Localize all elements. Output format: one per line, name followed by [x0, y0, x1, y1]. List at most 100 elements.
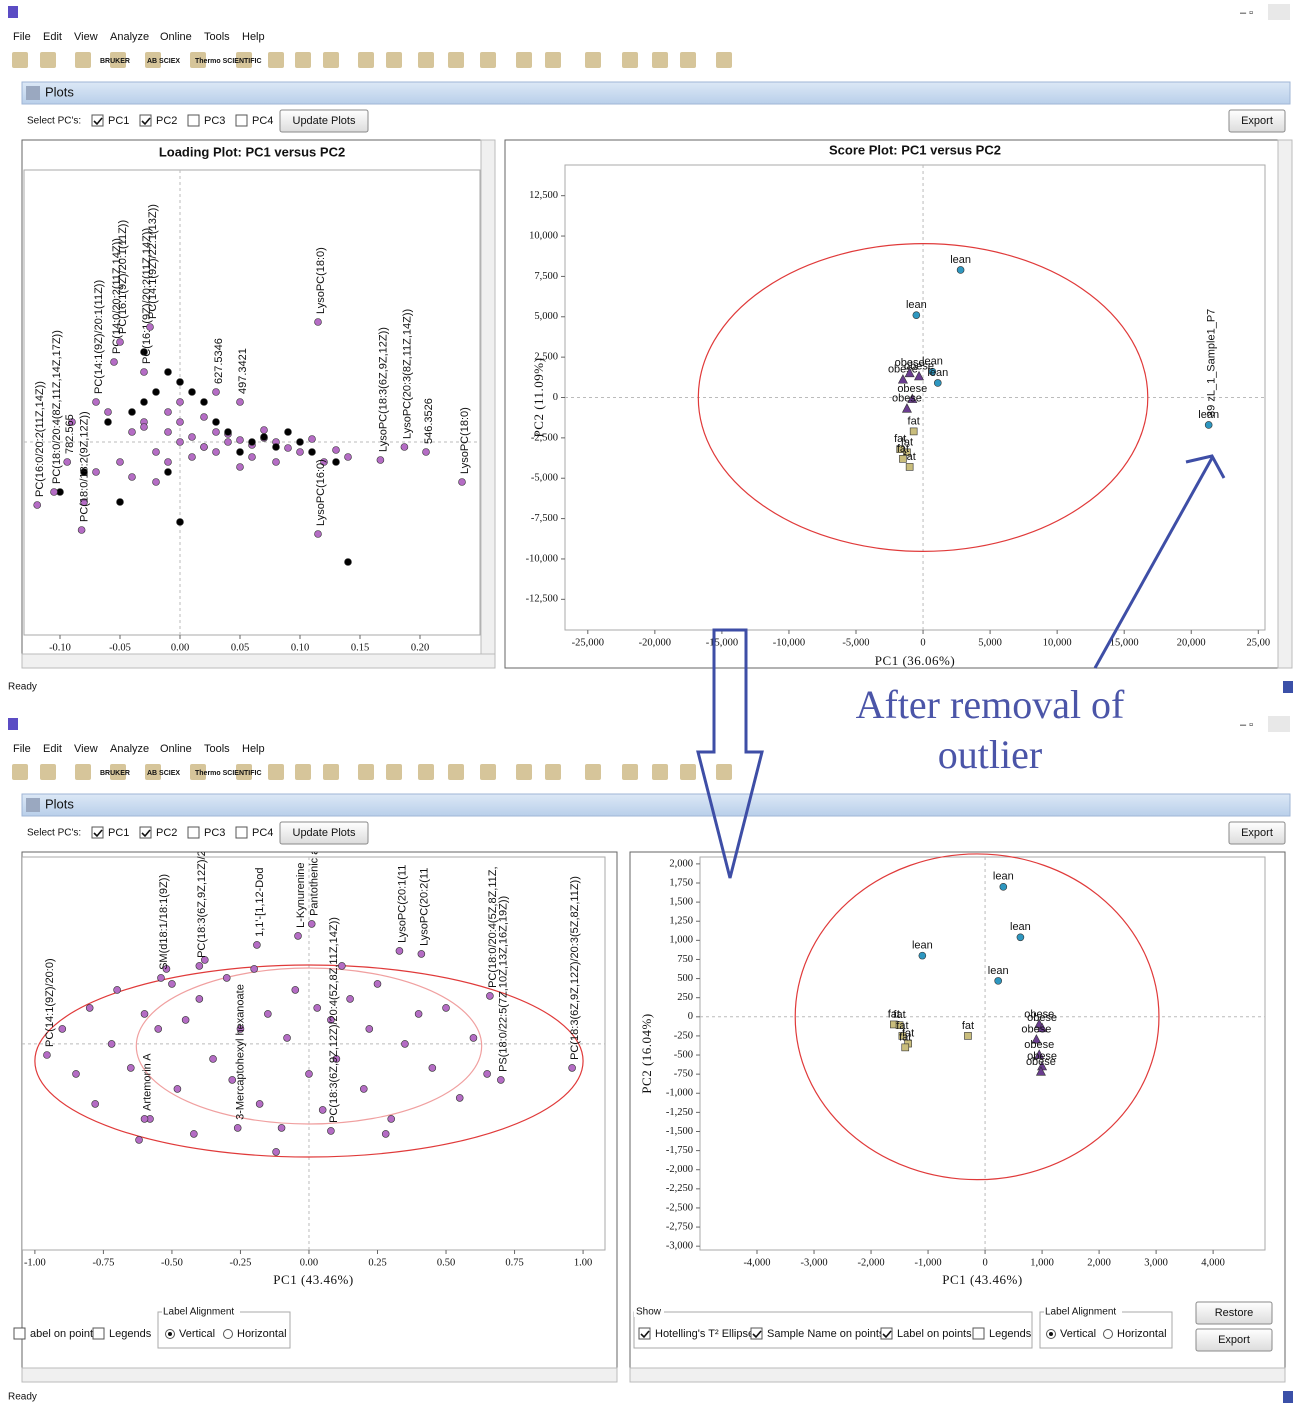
button[interactable]: Update Plots: [279, 109, 369, 133]
menu-item[interactable]: Help: [242, 31, 265, 43]
checkbox-box[interactable]: [91, 114, 104, 127]
checkbox-box[interactable]: [187, 826, 200, 839]
button-label[interactable]: Update Plots: [293, 115, 356, 127]
toolbar-icon[interactable]: [236, 764, 252, 780]
checkbox-box[interactable]: [235, 114, 248, 127]
toolbar-icon[interactable]: [295, 764, 311, 780]
close-button[interactable]: [1268, 4, 1290, 20]
button-face[interactable]: [1228, 821, 1286, 845]
toolbar-icon[interactable]: [40, 764, 56, 780]
toolbar-icon[interactable]: [110, 52, 126, 68]
checkbox-label[interactable]: Legends: [989, 1328, 1032, 1340]
toolbar-icon[interactable]: [418, 764, 434, 780]
toolbar-icon[interactable]: [545, 52, 561, 68]
scrollbar[interactable]: [480, 139, 496, 669]
checkbox-box[interactable]: [235, 826, 248, 839]
checkbox-box[interactable]: [91, 826, 104, 839]
menu-item[interactable]: View: [74, 743, 98, 755]
toolbar-icon[interactable]: [680, 764, 696, 780]
toolbar-icon[interactable]: [145, 52, 161, 68]
menu-item[interactable]: File: [13, 743, 31, 755]
toolbar-icon[interactable]: [323, 764, 339, 780]
checkbox[interactable]: PC4: [235, 114, 273, 127]
close-button[interactable]: [1268, 716, 1290, 732]
toolbar-icon[interactable]: [585, 764, 601, 780]
radio-label[interactable]: Horizontal: [1117, 1328, 1167, 1340]
checkbox-label[interactable]: abel on points: [30, 1328, 99, 1340]
toolbar-icon[interactable]: [40, 52, 56, 68]
toolbar-icon[interactable]: [358, 52, 374, 68]
checkbox[interactable]: PC3: [187, 114, 225, 127]
menu-item[interactable]: Tools: [204, 31, 230, 43]
checkbox-box[interactable]: [187, 114, 200, 127]
checkbox[interactable]: Legends: [92, 1327, 152, 1340]
toolbar-icon[interactable]: [75, 764, 91, 780]
toolbar-icon[interactable]: [110, 764, 126, 780]
toolbar-icon[interactable]: [268, 52, 284, 68]
toolbar-icon[interactable]: [145, 764, 161, 780]
menu-item[interactable]: Help: [242, 743, 265, 755]
toolbar-icon[interactable]: [358, 764, 374, 780]
button[interactable]: Export: [1228, 109, 1286, 133]
checkbox[interactable]: Hotelling's T² Ellipse: [638, 1327, 754, 1340]
checkbox-box[interactable]: [638, 1327, 651, 1340]
button-face[interactable]: [1228, 109, 1286, 133]
button-face[interactable]: [279, 821, 369, 845]
checkbox-label[interactable]: Hotelling's T² Ellipse: [655, 1328, 754, 1340]
checkbox-label[interactable]: PC3: [204, 827, 225, 839]
checkbox[interactable]: abel on points: [13, 1327, 99, 1340]
toolbar-icon[interactable]: [652, 764, 668, 780]
toolbar-icon[interactable]: [622, 52, 638, 68]
checkbox-label[interactable]: Label on points: [897, 1328, 972, 1340]
toolbar-icon[interactable]: [716, 764, 732, 780]
toolbar-icon[interactable]: [386, 764, 402, 780]
checkbox[interactable]: PC4: [235, 826, 273, 839]
checkbox[interactable]: PC1: [91, 826, 129, 839]
toolbar-icon[interactable]: [448, 52, 464, 68]
checkbox-label[interactable]: PC2: [156, 115, 177, 127]
radio-label[interactable]: Horizontal: [237, 1328, 287, 1340]
menu-item[interactable]: Online: [160, 743, 192, 755]
radio-label[interactable]: Vertical: [1060, 1328, 1096, 1340]
scrollbar[interactable]: [21, 1367, 618, 1383]
menu-item[interactable]: Tools: [204, 743, 230, 755]
toolbar-icon[interactable]: [268, 764, 284, 780]
button-face[interactable]: [1195, 1301, 1273, 1325]
toolbar-icon[interactable]: [716, 52, 732, 68]
toolbar-icon[interactable]: [190, 52, 206, 68]
toolbar-brand[interactable]: Thermo SCIENTIFIC: [195, 770, 262, 777]
checkbox[interactable]: Legends: [972, 1327, 1032, 1340]
scrollbar[interactable]: [629, 1367, 1286, 1383]
toolbar-icon[interactable]: [75, 52, 91, 68]
toolbar-icon[interactable]: [516, 764, 532, 780]
toolbar-icon[interactable]: [12, 52, 28, 68]
checkbox-box[interactable]: [880, 1327, 893, 1340]
toolbar-icon[interactable]: [545, 764, 561, 780]
scrollbar[interactable]: [21, 653, 496, 669]
checkbox-label[interactable]: PC4: [252, 115, 273, 127]
checkbox[interactable]: Label on points: [880, 1327, 972, 1340]
checkbox-box[interactable]: [13, 1327, 26, 1340]
toolbar-icon[interactable]: [295, 52, 311, 68]
toolbar-icon[interactable]: [418, 52, 434, 68]
button-label[interactable]: Update Plots: [293, 827, 356, 839]
checkbox-box[interactable]: [139, 114, 152, 127]
toolbar-icon[interactable]: [12, 764, 28, 780]
toolbar-brand[interactable]: AB SCIEX: [147, 58, 180, 65]
checkbox-label[interactable]: PC1: [108, 827, 129, 839]
checkbox-label[interactable]: PC3: [204, 115, 225, 127]
menu-item[interactable]: Online: [160, 31, 192, 43]
checkbox-label[interactable]: PC4: [252, 827, 273, 839]
checkbox-box[interactable]: [972, 1327, 985, 1340]
radio[interactable]: [223, 1329, 233, 1339]
scrollbar[interactable]: [1277, 139, 1293, 669]
toolbar-brand[interactable]: BRUKER: [100, 770, 130, 777]
button[interactable]: Update Plots: [279, 821, 369, 845]
button-label[interactable]: Restore: [1215, 1307, 1254, 1319]
menu-item[interactable]: Edit: [43, 31, 62, 43]
checkbox[interactable]: PC2: [139, 114, 177, 127]
button[interactable]: Restore: [1195, 1301, 1273, 1325]
button-label[interactable]: Export: [1241, 115, 1273, 127]
checkbox-box[interactable]: [92, 1327, 105, 1340]
toolbar-icon[interactable]: [652, 52, 668, 68]
